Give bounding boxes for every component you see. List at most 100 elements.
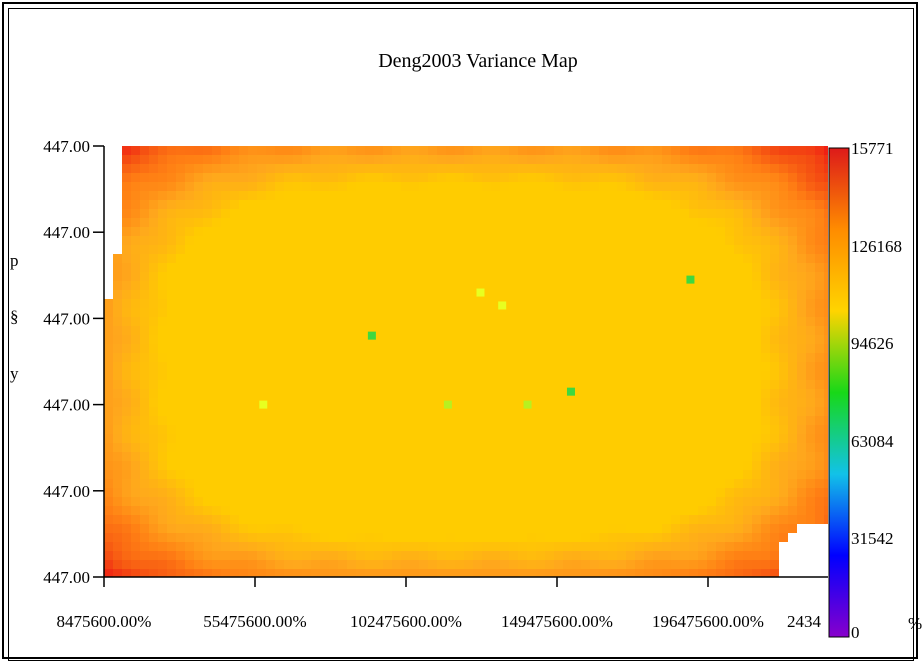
heatmap-cell <box>599 407 608 416</box>
heatmap-cell <box>275 416 284 425</box>
heatmap-cell <box>734 173 743 182</box>
heatmap-cell <box>761 254 770 263</box>
heatmap-cell <box>275 263 284 272</box>
heatmap-cell <box>536 416 545 425</box>
heatmap-cell <box>248 227 257 236</box>
heatmap-cell <box>230 299 239 308</box>
heatmap-cell <box>788 506 797 515</box>
heatmap-cell <box>806 506 815 515</box>
heatmap-cell <box>176 299 185 308</box>
y-tick-label: 447.00 <box>43 568 90 587</box>
heatmap-cell <box>482 227 491 236</box>
heatmap-cell <box>428 182 437 191</box>
heatmap-cell <box>419 389 428 398</box>
heatmap-cell <box>473 569 482 577</box>
heatmap-cell <box>419 443 428 452</box>
heatmap-cell <box>788 254 797 263</box>
heatmap-cell <box>725 434 734 443</box>
heatmap-cell <box>275 317 284 326</box>
heatmap-cell <box>752 497 761 506</box>
heatmap-cell <box>779 362 788 371</box>
heatmap-cell <box>284 173 293 182</box>
heatmap-cell <box>149 551 158 560</box>
heatmap-cell <box>536 551 545 560</box>
heatmap-cell <box>770 326 779 335</box>
heatmap-cell <box>590 236 599 245</box>
heatmap-cell <box>419 407 428 416</box>
heatmap-cell <box>716 443 725 452</box>
heatmap-cell <box>446 362 455 371</box>
heatmap-cell <box>635 254 644 263</box>
heatmap-cell <box>194 389 203 398</box>
heatmap-cell <box>788 371 797 380</box>
heatmap-cell <box>815 164 824 173</box>
heatmap-cell <box>392 425 401 434</box>
heatmap-cell <box>617 533 626 542</box>
heatmap-cell <box>707 479 716 488</box>
heatmap-cell <box>455 173 464 182</box>
heatmap-cell <box>104 488 113 497</box>
heatmap-cell <box>176 272 185 281</box>
heatmap-cell <box>365 542 374 551</box>
heatmap-cell <box>698 209 707 218</box>
marked-point <box>259 400 268 409</box>
heatmap-cell <box>194 200 203 209</box>
heatmap-cell <box>410 470 419 479</box>
heatmap-cell <box>644 533 653 542</box>
heatmap-cell <box>599 227 608 236</box>
heatmap-cell <box>329 380 338 389</box>
heatmap-cell <box>257 272 266 281</box>
heatmap-cell <box>311 191 320 200</box>
heatmap-cell <box>770 173 779 182</box>
heatmap-cell <box>536 254 545 263</box>
heatmap-cell <box>257 236 266 245</box>
heatmap-cell <box>338 218 347 227</box>
heatmap-cell <box>257 497 266 506</box>
heatmap-cell <box>311 164 320 173</box>
heatmap-cell <box>626 461 635 470</box>
heatmap-cell <box>329 398 338 407</box>
heatmap-cell <box>383 344 392 353</box>
heatmap-cell <box>392 506 401 515</box>
heatmap-cell <box>473 263 482 272</box>
heatmap-cell <box>410 569 419 577</box>
heatmap-cell <box>545 317 554 326</box>
heatmap-cell <box>626 164 635 173</box>
heatmap-cell <box>590 551 599 560</box>
heatmap-cell <box>761 218 770 227</box>
heatmap-cell <box>752 290 761 299</box>
heatmap-cell <box>167 362 176 371</box>
heatmap-cell <box>590 416 599 425</box>
heatmap-cell <box>212 326 221 335</box>
heatmap-cell <box>428 569 437 577</box>
heatmap-cell <box>149 560 158 569</box>
heatmap-cell <box>482 389 491 398</box>
heatmap-cell <box>806 389 815 398</box>
heatmap-cell <box>680 182 689 191</box>
heatmap-cell <box>131 407 140 416</box>
heatmap-cell <box>329 272 338 281</box>
heatmap-cell <box>689 155 698 164</box>
heatmap-cell <box>554 470 563 479</box>
heatmap-cell <box>311 479 320 488</box>
heatmap-cell <box>599 560 608 569</box>
heatmap-cell <box>644 497 653 506</box>
heatmap-cell <box>761 497 770 506</box>
heatmap-cell <box>131 200 140 209</box>
heatmap-cell <box>176 209 185 218</box>
heatmap-cell <box>554 371 563 380</box>
marked-point <box>566 387 575 396</box>
heatmap-cell <box>707 191 716 200</box>
heatmap-cell <box>518 308 527 317</box>
heatmap-cell <box>257 200 266 209</box>
heatmap-cell <box>698 461 707 470</box>
heatmap-cell <box>779 344 788 353</box>
heatmap-cell <box>410 182 419 191</box>
heatmap-cell <box>374 191 383 200</box>
heatmap-cell <box>428 551 437 560</box>
heatmap-cell <box>473 317 482 326</box>
heatmap-cell <box>455 227 464 236</box>
heatmap-cell <box>311 263 320 272</box>
heatmap-cell <box>329 263 338 272</box>
heatmap-cell <box>455 407 464 416</box>
